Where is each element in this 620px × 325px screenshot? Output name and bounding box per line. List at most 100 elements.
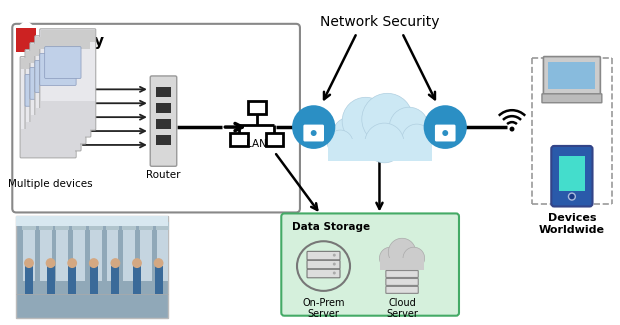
Bar	[21, 58, 75, 70]
Bar	[548, 61, 595, 89]
Bar	[16, 216, 169, 226]
Bar	[21, 129, 75, 157]
FancyBboxPatch shape	[542, 94, 602, 103]
Bar	[31, 44, 85, 56]
Circle shape	[442, 130, 448, 136]
FancyBboxPatch shape	[40, 29, 95, 130]
FancyBboxPatch shape	[45, 47, 81, 78]
Circle shape	[154, 258, 164, 268]
FancyBboxPatch shape	[386, 270, 418, 278]
FancyBboxPatch shape	[307, 269, 340, 278]
Bar	[16, 28, 36, 52]
Circle shape	[569, 193, 575, 200]
Bar	[265, 133, 283, 146]
Bar	[140, 226, 152, 281]
Bar	[22, 222, 36, 230]
Bar	[381, 258, 423, 270]
Bar	[31, 115, 85, 143]
Circle shape	[132, 258, 142, 268]
FancyBboxPatch shape	[281, 214, 459, 316]
Bar	[23, 226, 35, 281]
FancyBboxPatch shape	[303, 124, 324, 141]
Circle shape	[423, 105, 467, 149]
FancyBboxPatch shape	[25, 74, 61, 106]
Circle shape	[89, 258, 99, 268]
FancyBboxPatch shape	[551, 146, 593, 206]
Bar	[133, 266, 141, 294]
Bar	[72, 222, 86, 230]
Circle shape	[403, 247, 425, 269]
Bar	[329, 139, 433, 161]
Circle shape	[311, 130, 317, 136]
FancyBboxPatch shape	[25, 50, 81, 151]
Circle shape	[327, 130, 353, 156]
FancyBboxPatch shape	[35, 36, 91, 137]
Bar	[154, 266, 162, 294]
Bar	[107, 226, 118, 281]
Bar	[123, 226, 135, 281]
Bar	[90, 226, 102, 281]
Bar	[36, 108, 90, 136]
Text: Router: Router	[146, 170, 181, 180]
Bar	[41, 30, 95, 42]
Bar	[139, 222, 153, 230]
Bar	[105, 222, 119, 230]
Circle shape	[389, 107, 428, 147]
FancyBboxPatch shape	[150, 76, 177, 166]
Circle shape	[68, 258, 77, 268]
Text: Devices
Worldwide: Devices Worldwide	[539, 214, 605, 235]
Circle shape	[24, 258, 34, 268]
FancyBboxPatch shape	[386, 286, 418, 293]
FancyBboxPatch shape	[12, 24, 300, 213]
FancyBboxPatch shape	[543, 57, 600, 94]
Bar	[156, 87, 171, 97]
Bar	[156, 103, 171, 113]
Bar	[157, 226, 169, 281]
Bar	[46, 266, 55, 294]
Circle shape	[402, 124, 432, 154]
Polygon shape	[16, 20, 36, 28]
Bar	[16, 216, 169, 318]
Circle shape	[332, 117, 368, 153]
Circle shape	[342, 97, 389, 145]
Circle shape	[362, 93, 413, 145]
FancyBboxPatch shape	[307, 251, 340, 260]
FancyBboxPatch shape	[40, 54, 76, 85]
Text: Network Security: Network Security	[320, 15, 439, 29]
Bar	[56, 226, 68, 281]
Bar	[156, 119, 171, 129]
Text: Factory: Factory	[41, 34, 105, 49]
Circle shape	[333, 254, 336, 257]
Text: LAN: LAN	[246, 139, 267, 149]
FancyBboxPatch shape	[307, 260, 340, 269]
Circle shape	[46, 258, 56, 268]
FancyBboxPatch shape	[386, 279, 418, 285]
Bar	[122, 222, 136, 230]
Bar	[26, 51, 80, 62]
Bar	[36, 37, 90, 49]
Bar	[26, 122, 80, 150]
FancyBboxPatch shape	[30, 68, 66, 99]
Text: Data Storage: Data Storage	[292, 222, 370, 232]
Circle shape	[292, 105, 335, 149]
Bar	[73, 226, 85, 281]
Text: On-Prem
Server: On-Prem Server	[303, 298, 345, 319]
Text: Multiple devices: Multiple devices	[8, 179, 93, 188]
Bar	[230, 133, 248, 146]
Bar	[112, 266, 119, 294]
Bar	[56, 222, 69, 230]
FancyBboxPatch shape	[20, 57, 76, 158]
Bar	[25, 266, 33, 294]
Bar	[39, 222, 53, 230]
Circle shape	[510, 126, 515, 132]
Bar	[41, 101, 95, 129]
Bar	[90, 266, 98, 294]
Bar	[559, 156, 585, 190]
Circle shape	[379, 247, 401, 269]
Circle shape	[333, 271, 336, 275]
Bar	[156, 222, 169, 230]
FancyBboxPatch shape	[435, 124, 456, 141]
Circle shape	[333, 263, 336, 266]
FancyBboxPatch shape	[30, 43, 86, 144]
Bar	[40, 226, 51, 281]
